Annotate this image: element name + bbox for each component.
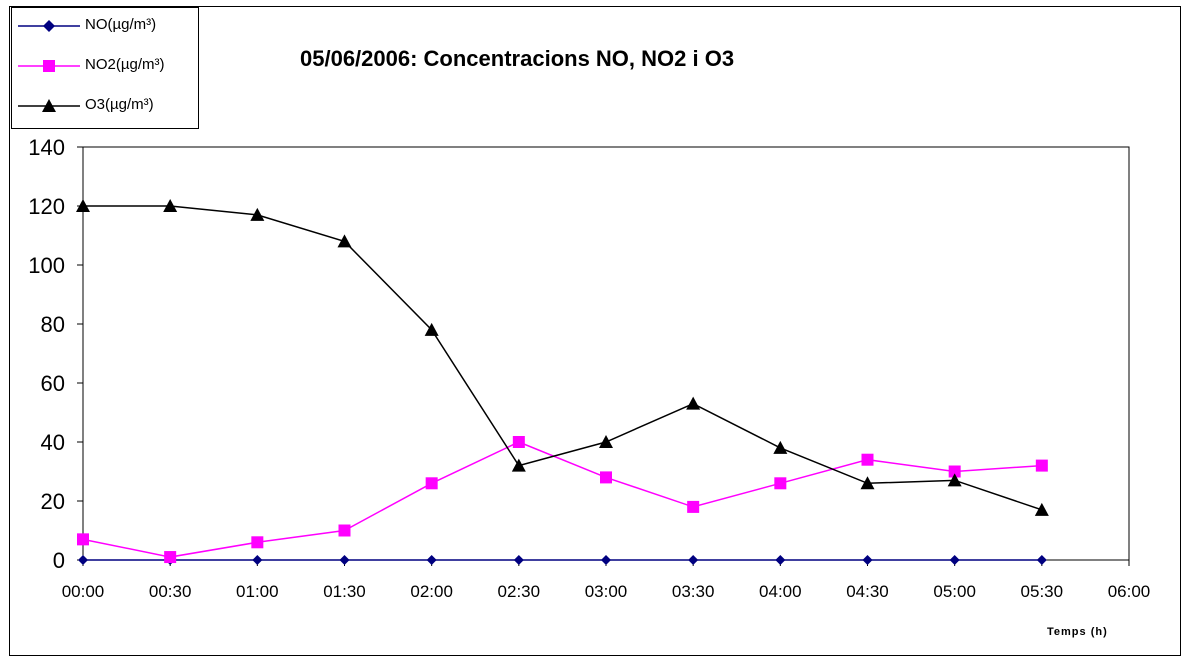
data-point-no2 [338, 524, 351, 537]
legend-marker-no [18, 20, 80, 32]
x-tick-label: 01:30 [323, 582, 366, 601]
x-tick-label: 03:30 [672, 582, 715, 601]
legend-label-no: NO(µg/m³) [85, 16, 157, 33]
x-tick-label: 00:00 [62, 582, 105, 601]
x-tick-label: 00:30 [149, 582, 192, 601]
legend-marker-no2 [18, 60, 80, 72]
y-tick-label: 140 [28, 135, 65, 160]
y-tick-label: 100 [28, 253, 65, 278]
data-point-no [513, 555, 524, 565]
series-line [83, 205, 1043, 511]
data-point-no2 [774, 477, 787, 490]
y-tick-label: 80 [41, 312, 65, 337]
x-tick-label: 04:00 [759, 582, 802, 601]
data-point-no [78, 555, 88, 565]
x-tick-label: 05:00 [933, 582, 976, 601]
x-tick-label: 01:00 [236, 582, 279, 601]
data-point-o3 [599, 435, 613, 448]
data-point-o3 [947, 473, 962, 487]
data-point-no [775, 555, 786, 565]
data-point-no [252, 555, 263, 565]
data-point-no [949, 555, 960, 565]
data-point-o3 [860, 476, 875, 490]
x-tick-label: 02:30 [498, 582, 541, 601]
legend-marker-o3 [18, 99, 80, 112]
data-point-o3 [511, 458, 526, 472]
data-point-o3 [250, 207, 265, 221]
data-point-o3 [686, 396, 701, 410]
data-point-no [426, 555, 437, 565]
data-point-no2 [425, 477, 438, 490]
data-point-no [688, 555, 699, 565]
legend-item-no: NO(µg/m³) [12, 11, 198, 41]
y-tick-label: 40 [41, 430, 65, 455]
data-point-no2 [77, 533, 89, 546]
data-point-no2 [687, 500, 700, 513]
data-point-o3 [773, 440, 788, 454]
data-point-no2 [861, 453, 874, 466]
data-point-no2 [948, 465, 961, 478]
data-point-o3 [424, 322, 439, 336]
data-point-no2 [164, 551, 177, 564]
legend-label-no2: NO2(µg/m³) [85, 56, 165, 73]
series-line [82, 441, 1042, 558]
y-tick-label: 120 [28, 194, 65, 219]
data-point-o3 [76, 199, 90, 212]
data-point-no2 [512, 436, 525, 448]
data-point-o3 [1034, 502, 1049, 516]
x-tick-label: 04:30 [846, 582, 889, 601]
chart-title: 05/06/2006: Concentracions NO, NO2 i O3 [300, 46, 735, 71]
data-point-no [1036, 555, 1047, 565]
x-tick-label: 02:00 [410, 582, 453, 601]
data-point-no [601, 555, 611, 565]
x-axis-title: Temps (h) [1047, 626, 1108, 638]
x-tick-label: 03:00 [585, 582, 628, 601]
y-tick-label: 20 [41, 489, 65, 514]
plot-border [82, 146, 1130, 561]
y-tick-label: 60 [41, 371, 65, 396]
legend: NO(µg/m³) NO2(µg/m³) O3(µg/m³) [11, 7, 199, 129]
data-point-no [339, 555, 350, 565]
y-tick-label: 0 [53, 548, 65, 573]
legend-label-o3: O3(µg/m³) [85, 96, 154, 113]
data-point-o3 [163, 199, 178, 212]
data-point-o3 [337, 234, 352, 248]
data-point-no2 [251, 536, 264, 549]
x-tick-label: 06:00 [1108, 582, 1151, 601]
x-tick-label: 05:30 [1021, 582, 1064, 601]
data-point-no2 [1035, 459, 1048, 472]
chart-frame [9, 6, 1181, 656]
data-point-no2 [600, 471, 612, 484]
legend-item-o3: O3(µg/m³) [12, 91, 198, 121]
data-point-no [862, 555, 873, 565]
legend-item-no2: NO2(µg/m³) [12, 51, 198, 81]
